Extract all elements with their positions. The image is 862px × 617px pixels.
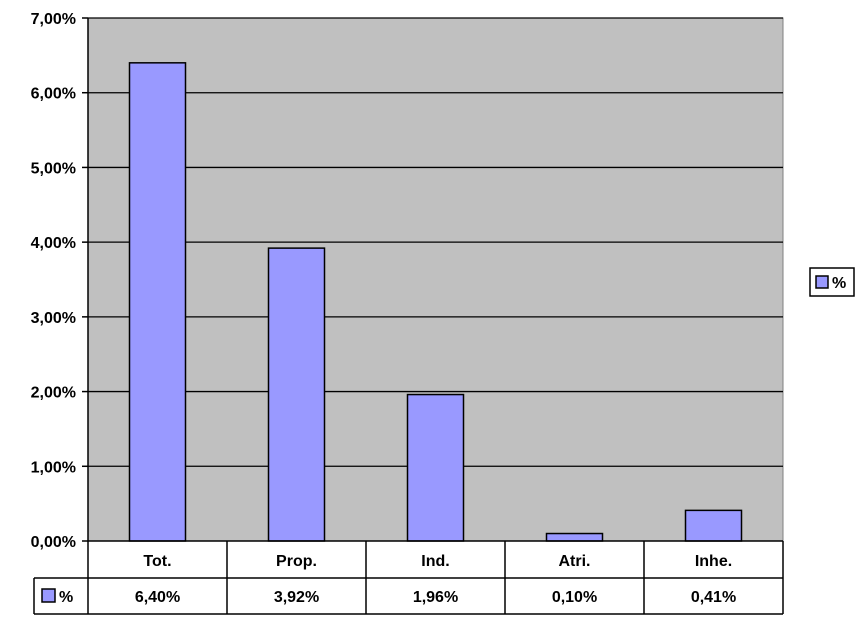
legend: % <box>809 267 855 297</box>
y-tick-label: 6,00% <box>31 86 76 103</box>
value-cell: 0,41% <box>691 589 736 606</box>
category-label: Atri. <box>559 553 591 570</box>
table-series-key <box>41 588 56 603</box>
legend-label: % <box>832 275 846 292</box>
value-cell: 6,40% <box>135 589 180 606</box>
y-tick-label: 4,00% <box>31 235 76 252</box>
value-cell: 1,96% <box>413 589 458 606</box>
data-table: % Tot. 6,40% Prop. 3,92% Ind. 1,96% Atri. 0,10% I… <box>33 540 784 615</box>
bar-prop <box>267 247 326 542</box>
value-cell: 3,92% <box>274 589 319 606</box>
value-cell: 0,10% <box>552 589 597 606</box>
y-tick-label: 0,00% <box>31 534 76 551</box>
category-label: Tot. <box>143 553 171 570</box>
y-tick-label: 5,00% <box>31 160 76 177</box>
category-label: Ind. <box>421 553 449 570</box>
bar-atri <box>545 532 604 542</box>
category-label: Inhe. <box>695 553 732 570</box>
y-axis: 0,00% 1,00% 2,00% 3,00% 4,00% 5,00% 6,00% 7,00% <box>31 11 89 551</box>
bar-ind <box>406 393 465 542</box>
gridlines <box>88 17 783 467</box>
y-tick-label: 7,00% <box>31 11 76 28</box>
bars <box>128 62 743 542</box>
y-tick-label: 3,00% <box>31 310 76 327</box>
category-label: Prop. <box>276 553 317 570</box>
bar-inhe <box>684 509 743 542</box>
table-series-name: % <box>59 589 73 606</box>
bar-tot <box>128 62 187 542</box>
legend-swatch <box>815 275 829 289</box>
y-tick-label: 1,00% <box>31 459 76 476</box>
y-tick-label: 2,00% <box>31 385 76 402</box>
